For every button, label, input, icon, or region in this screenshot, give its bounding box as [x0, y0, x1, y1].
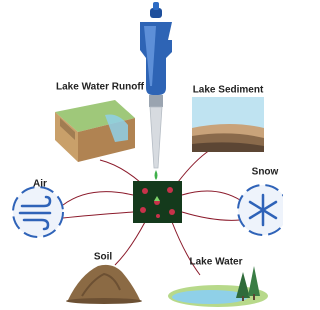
- sample-plate: [133, 181, 182, 223]
- node-label: Lake Water Runoff: [56, 82, 145, 93]
- soil-illustration: [66, 265, 142, 304]
- air-icon: [13, 187, 63, 237]
- lake-illustration: [168, 266, 268, 307]
- node-label: Air: [33, 179, 47, 190]
- snow-icon: [238, 185, 283, 235]
- node-label: Snow: [252, 167, 279, 178]
- node-label: Soil: [94, 252, 113, 263]
- pipette: [140, 2, 172, 180]
- sediment-illustration: [192, 97, 264, 152]
- node-label: Lake Water: [190, 257, 243, 268]
- diagram: Lake Water Runoff Lake Sediment Air Snow…: [0, 0, 283, 310]
- runoff-illustration: [55, 100, 135, 162]
- node-label: Lake Sediment: [193, 85, 264, 96]
